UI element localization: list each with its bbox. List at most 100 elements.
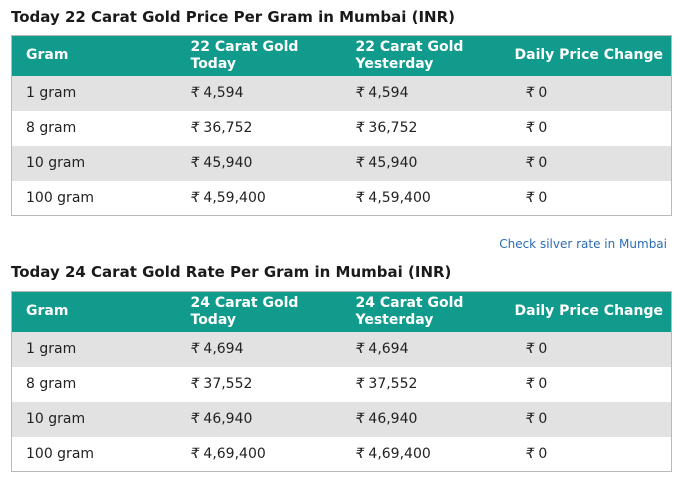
rupee-icon: ₹ <box>525 341 535 357</box>
cell-value: 46,940 <box>203 411 253 427</box>
rupee-icon: ₹ <box>355 341 365 357</box>
cell-value: 45,940 <box>203 155 253 171</box>
price-today-cell: ₹4,69,400 <box>177 437 342 472</box>
price-change-cell: ₹0 <box>507 146 672 181</box>
gram-cell: 100 gram <box>12 181 177 216</box>
cell-value: 0 <box>538 445 548 462</box>
table-row: 10 gram ₹45,940 ₹45,940 ₹0 <box>11 145 672 181</box>
rupee-icon: ₹ <box>525 411 535 427</box>
table-row: 8 gram ₹37,552 ₹37,552 ₹0 <box>11 366 672 402</box>
rupee-icon: ₹ <box>355 411 365 427</box>
cell-value: 46,940 <box>368 411 418 427</box>
gold-22-carat-table: Gram 22 Carat Gold Today 22 Carat Gold Y… <box>11 35 672 216</box>
price-change-cell: ₹0 <box>507 437 672 472</box>
table-row: 100 gram ₹4,69,400 ₹4,69,400 ₹0 <box>11 436 672 472</box>
section-title-22-carat: Today 22 Carat Gold Price Per Gram in Mu… <box>11 8 455 26</box>
cell-value: 1 gram <box>26 85 77 101</box>
price-today-cell: ₹4,694 <box>177 332 342 367</box>
rupee-icon: ₹ <box>355 189 365 206</box>
rupee-icon: ₹ <box>525 445 535 462</box>
cell-value: 0 <box>538 155 548 171</box>
cell-value: 4,69,400 <box>203 445 266 462</box>
gram-cell: 1 gram <box>12 76 177 111</box>
header-gram: Gram <box>26 303 69 320</box>
price-today-cell: ₹45,940 <box>177 146 342 181</box>
price-change-cell: ₹0 <box>507 111 672 146</box>
table-header-row: Gram 22 Carat Gold Today 22 Carat Gold Y… <box>11 35 672 76</box>
cell-value: 8 gram <box>26 376 77 392</box>
header-gram: Gram <box>26 47 69 64</box>
table-row: 10 gram ₹46,940 ₹46,940 ₹0 <box>11 401 672 437</box>
cell-value: 4,594 <box>203 85 244 101</box>
price-yesterday-cell: ₹36,752 <box>342 111 507 146</box>
rupee-icon: ₹ <box>525 155 535 171</box>
price-today-cell: ₹46,940 <box>177 402 342 437</box>
table-row: 1 gram ₹4,694 ₹4,694 ₹0 <box>11 331 672 367</box>
cell-value: 4,69,400 <box>368 445 431 462</box>
price-yesterday-cell: ₹45,940 <box>342 146 507 181</box>
gram-cell: 8 gram <box>12 367 177 402</box>
cell-value: 0 <box>538 85 548 101</box>
cell-value: 0 <box>538 120 548 136</box>
gold-24-carat-table: Gram 24 Carat Gold Today 24 Carat Gold Y… <box>11 291 672 472</box>
rupee-icon: ₹ <box>190 411 200 427</box>
header-today: 22 Carat Gold Today <box>190 38 299 72</box>
header-yesterday: 24 Carat Gold Yesterday <box>355 294 464 328</box>
table-row: 1 gram ₹4,594 ₹4,594 ₹0 <box>11 75 672 111</box>
rupee-icon: ₹ <box>355 155 365 171</box>
cell-value: 0 <box>538 411 548 427</box>
price-change-cell: ₹0 <box>507 76 672 111</box>
cell-value: 36,752 <box>203 120 253 136</box>
header-today: 24 Carat Gold Today <box>190 294 299 328</box>
rupee-icon: ₹ <box>525 189 535 206</box>
cell-value: 36,752 <box>368 120 418 136</box>
rupee-icon: ₹ <box>190 341 200 357</box>
cell-value: 100 gram <box>26 445 95 462</box>
cell-value: 45,940 <box>368 155 418 171</box>
cell-value: 10 gram <box>26 411 86 427</box>
gram-cell: 8 gram <box>12 111 177 146</box>
rupee-icon: ₹ <box>190 120 200 136</box>
price-today-cell: ₹4,594 <box>177 76 342 111</box>
rupee-icon: ₹ <box>190 445 200 462</box>
rupee-icon: ₹ <box>190 376 200 392</box>
table-header-row: Gram 24 Carat Gold Today 24 Carat Gold Y… <box>11 291 672 332</box>
silver-rate-link[interactable]: Check silver rate in Mumbai <box>499 237 667 251</box>
rupee-icon: ₹ <box>525 376 535 392</box>
rupee-icon: ₹ <box>525 85 535 101</box>
price-today-cell: ₹37,552 <box>177 367 342 402</box>
rupee-icon: ₹ <box>355 120 365 136</box>
price-yesterday-cell: ₹37,552 <box>342 367 507 402</box>
rupee-icon: ₹ <box>355 376 365 392</box>
cell-value: 8 gram <box>26 120 77 136</box>
rupee-icon: ₹ <box>190 85 200 101</box>
cell-value: 4,694 <box>203 341 244 357</box>
price-yesterday-cell: ₹46,940 <box>342 402 507 437</box>
cell-value: 37,552 <box>368 376 418 392</box>
price-yesterday-cell: ₹4,594 <box>342 76 507 111</box>
price-yesterday-cell: ₹4,69,400 <box>342 437 507 472</box>
price-change-cell: ₹0 <box>507 402 672 437</box>
header-daily-change: Daily Price Change <box>514 303 663 320</box>
header-daily-change: Daily Price Change <box>514 47 663 64</box>
price-change-cell: ₹0 <box>507 367 672 402</box>
cell-value: 4,59,400 <box>203 189 266 206</box>
rupee-icon: ₹ <box>190 189 200 206</box>
cell-value: 0 <box>538 376 548 392</box>
cell-value: 37,552 <box>203 376 253 392</box>
price-change-cell: ₹0 <box>507 181 672 216</box>
gram-cell: 100 gram <box>12 437 177 472</box>
gram-cell: 10 gram <box>12 146 177 181</box>
cell-value: 1 gram <box>26 341 77 357</box>
cell-value: 4,59,400 <box>368 189 431 206</box>
cell-value: 100 gram <box>26 189 95 206</box>
rupee-icon: ₹ <box>355 445 365 462</box>
rupee-icon: ₹ <box>525 120 535 136</box>
cell-value: 10 gram <box>26 155 86 171</box>
gram-cell: 1 gram <box>12 332 177 367</box>
price-today-cell: ₹36,752 <box>177 111 342 146</box>
rupee-icon: ₹ <box>190 155 200 171</box>
price-yesterday-cell: ₹4,694 <box>342 332 507 367</box>
section-title-24-carat: Today 24 Carat Gold Rate Per Gram in Mum… <box>11 263 452 281</box>
price-today-cell: ₹4,59,400 <box>177 181 342 216</box>
